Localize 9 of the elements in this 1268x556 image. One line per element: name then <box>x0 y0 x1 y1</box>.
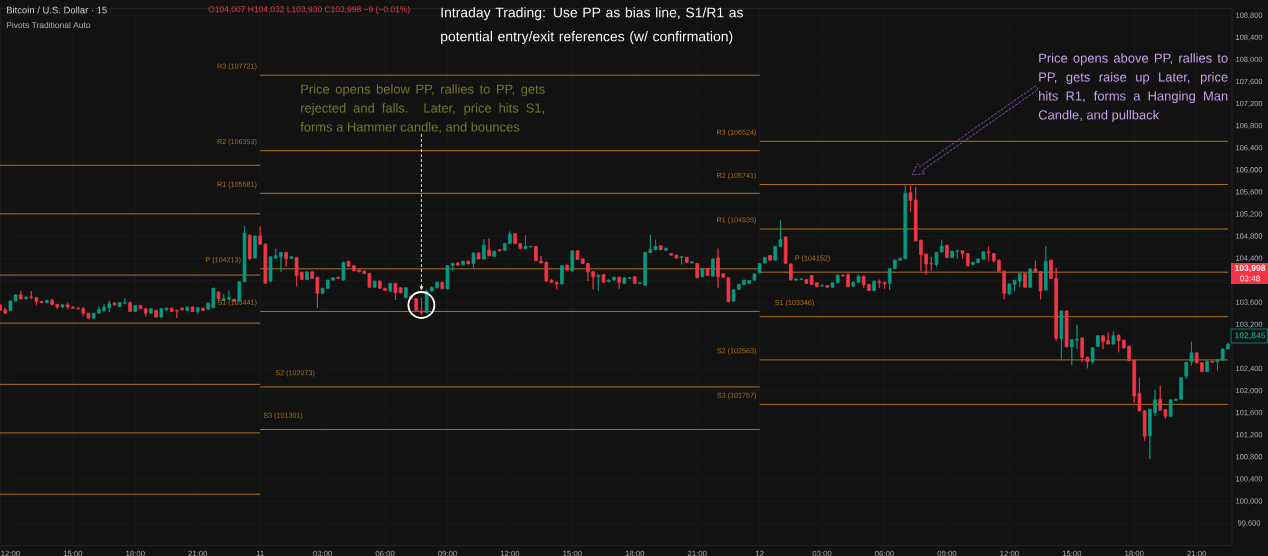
annotation: Price opens below PP, rallies to PP, gets rejected and falls. Later, price hits S1, forms a Hammer candle, and bounces <box>300 84 545 134</box>
annotation: Price opens above PP, rallies to PP, gets raise up Later, price hits R1, forms a Hanging Man Candle, and pullback <box>1038 53 1228 123</box>
annotation: O104,007 H104,032 L103,930 C103,998 −9 (−0.01%) <box>208 6 410 14</box>
text: 03:48 <box>1240 275 1260 282</box>
annotation: Pivots Traditional Auto <box>6 21 91 29</box>
text: Intraday Trading: Use PP as bias line, S1/R1 as potential entry/exit references (w/ confirmation) <box>441 7 744 45</box>
text: 103,998 <box>1235 264 1266 273</box>
annotation: Bitcoin / U.S. Dollar · 15 <box>6 6 107 14</box>
text: 102,845 <box>1235 332 1266 340</box>
